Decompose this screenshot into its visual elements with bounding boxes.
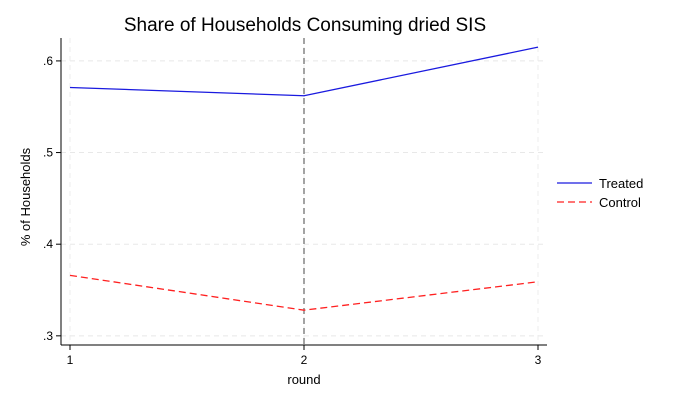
x-tick-label: 3 bbox=[535, 353, 542, 367]
series-line-control bbox=[69, 274, 539, 311]
x-tick-label: 2 bbox=[301, 353, 308, 367]
y-tick-label: .6 bbox=[43, 54, 53, 68]
y-tick-label: .3 bbox=[43, 329, 53, 343]
y-tick-label: .5 bbox=[43, 146, 53, 160]
axes bbox=[56, 38, 547, 350]
legend-label-treated: Treated bbox=[599, 176, 643, 191]
x-axis-label: round bbox=[287, 372, 320, 387]
y-tick-labels: .3 .4 .5 .6 bbox=[43, 54, 53, 343]
chart-title: Share of Households Consuming dried SIS bbox=[124, 15, 486, 36]
legend-label-control: Control bbox=[599, 195, 641, 210]
series-group bbox=[69, 46, 539, 311]
legend: Treated Control bbox=[557, 176, 643, 210]
series-line-treated bbox=[69, 46, 539, 97]
x-tick-label: 1 bbox=[67, 353, 74, 367]
x-tick-labels: 1 2 3 bbox=[67, 353, 542, 367]
y-tick-label: .4 bbox=[43, 237, 53, 251]
y-axis-label: % of Households bbox=[18, 147, 33, 246]
